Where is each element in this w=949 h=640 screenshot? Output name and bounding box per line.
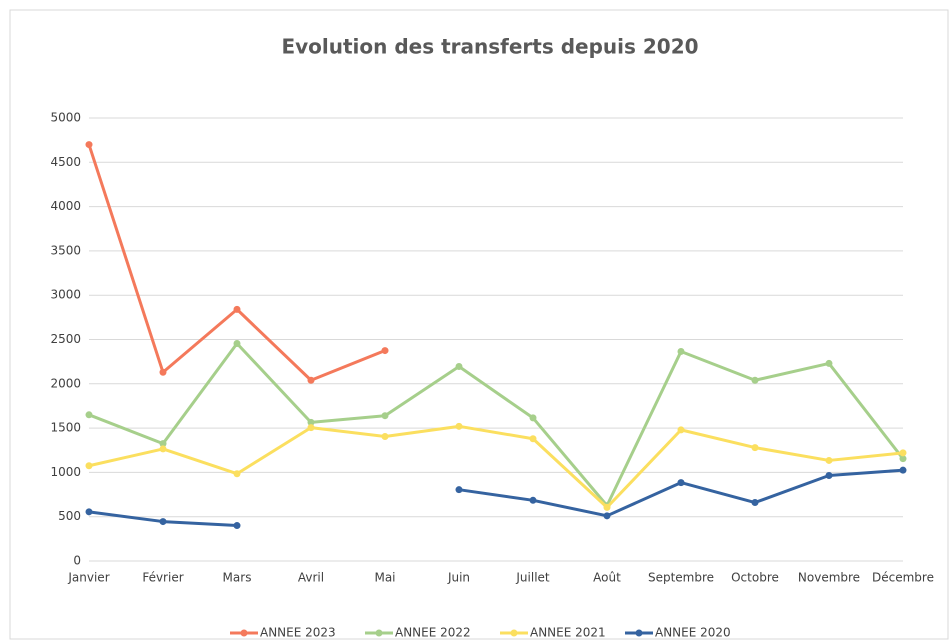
y-tick-label: 5000: [50, 111, 81, 125]
y-tick-label: 4000: [50, 199, 81, 213]
y-tick-label: 1000: [50, 465, 81, 479]
point: [899, 455, 907, 463]
x-tick-label: Juin: [447, 571, 470, 585]
y-tick-label: 0: [73, 554, 81, 568]
point: [825, 456, 833, 464]
point: [529, 435, 537, 443]
point: [751, 499, 759, 507]
legend-label: ANNEE 2022: [395, 626, 471, 640]
point: [455, 486, 463, 494]
point: [455, 363, 463, 371]
point: [233, 305, 241, 313]
chart-title: Evolution des transferts depuis 2020: [281, 35, 698, 59]
point: [455, 422, 463, 430]
point: [603, 503, 611, 511]
point: [307, 424, 315, 432]
x-tick-label: Février: [142, 571, 183, 585]
legend-marker: [635, 629, 643, 637]
point: [529, 414, 537, 422]
point: [603, 512, 611, 520]
legend-label: ANNEE 2020: [655, 626, 731, 640]
legend-label: ANNEE 2023: [260, 626, 336, 640]
x-tick-label: Novembre: [798, 571, 860, 585]
point: [307, 418, 315, 426]
point: [751, 376, 759, 384]
point: [85, 508, 93, 516]
y-tick-label: 1500: [50, 421, 81, 435]
x-tick-label: Décembre: [872, 571, 934, 585]
legend-marker: [240, 629, 248, 637]
point: [307, 376, 315, 384]
series-line: [88, 341, 905, 508]
point: [529, 496, 537, 504]
y-tick-label: 3500: [50, 243, 81, 257]
point: [233, 522, 241, 530]
x-tick-label: Janvier: [67, 571, 109, 585]
point: [825, 472, 833, 480]
point: [677, 426, 685, 434]
series-line: [88, 424, 904, 509]
point: [159, 518, 167, 526]
x-tick-label: Mai: [374, 571, 395, 585]
x-tick-label: Avril: [298, 571, 324, 585]
point: [159, 445, 167, 453]
x-tick-label: Mars: [223, 571, 252, 585]
point: [85, 141, 93, 149]
point: [159, 440, 167, 448]
point: [751, 444, 759, 452]
y-tick-label: 2000: [50, 376, 81, 390]
y-tick-label: 500: [58, 509, 81, 523]
y-tick-label: 4500: [50, 155, 81, 169]
point: [899, 466, 907, 474]
x-tick-label: Août: [593, 571, 621, 585]
point: [233, 339, 241, 347]
legend-marker: [510, 629, 518, 637]
x-tick-label: Octobre: [731, 571, 779, 585]
point: [677, 347, 685, 355]
y-tick-label: 2500: [50, 332, 81, 346]
point: [381, 347, 389, 355]
point: [825, 359, 833, 367]
point: [899, 449, 907, 457]
legend-label: ANNEE 2021: [530, 626, 606, 640]
point: [677, 479, 685, 487]
x-tick-label: Juillet: [515, 571, 550, 585]
point: [85, 411, 93, 419]
x-tick-label: Septembre: [648, 571, 714, 585]
point: [381, 433, 389, 441]
legend-marker: [375, 629, 383, 637]
y-tick-label: 3000: [50, 288, 81, 302]
point: [159, 368, 167, 376]
point: [85, 462, 93, 470]
point: [381, 412, 389, 420]
chart-frame: [9, 9, 949, 640]
point: [233, 470, 241, 478]
